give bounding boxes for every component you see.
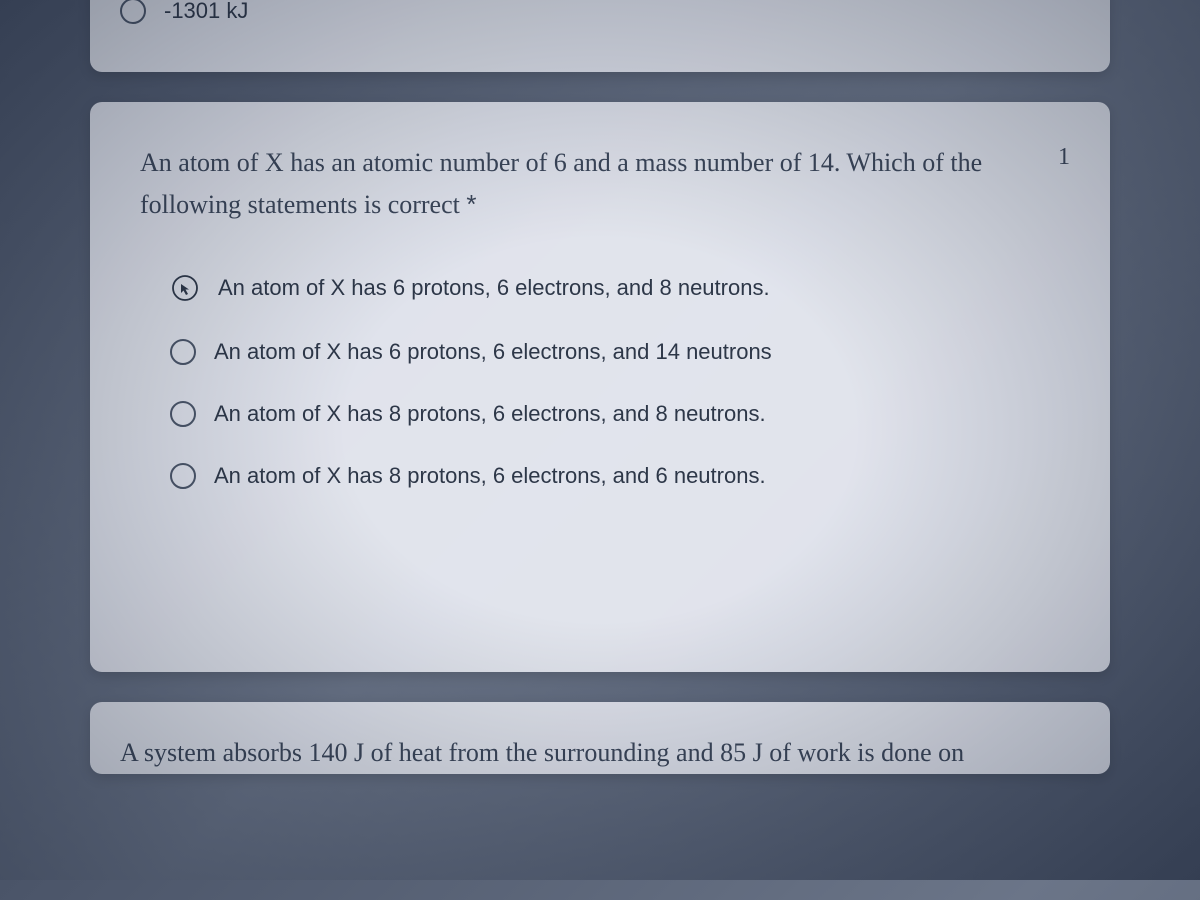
option-label: An atom of X has 8 protons, 6 electrons,… <box>214 401 766 427</box>
option-label: An atom of X has 6 protons, 6 electrons,… <box>214 339 772 365</box>
radio-circle-icon <box>170 339 196 365</box>
option-label: -1301 kJ <box>164 0 248 24</box>
next-question-text: A system absorbs 140 J of heat from the … <box>120 732 1080 774</box>
required-asterisk: * <box>466 189 476 219</box>
question-header: An atom of X has an atomic number of 6 a… <box>140 142 1070 255</box>
radio-option[interactable]: -1301 kJ <box>120 0 1080 42</box>
option-label: An atom of X has 6 protons, 6 electrons,… <box>218 275 770 301</box>
question-text: An atom of X has an atomic number of 6 a… <box>140 142 1038 225</box>
radio-option-4[interactable]: An atom of X has 8 protons, 6 electrons,… <box>140 445 1070 507</box>
cursor-pointer-icon <box>170 273 200 303</box>
next-question-card: A system absorbs 140 J of heat from the … <box>90 702 1110 774</box>
radio-option-2[interactable]: An atom of X has 6 protons, 6 electrons,… <box>140 321 1070 383</box>
radio-option-3[interactable]: An atom of X has 8 protons, 6 electrons,… <box>140 383 1070 445</box>
radio-circle-icon <box>170 463 196 489</box>
question-body: An atom of X has an atomic number of 6 a… <box>140 148 982 219</box>
radio-circle-icon <box>120 0 146 24</box>
question-card: An atom of X has an atomic number of 6 a… <box>90 102 1110 672</box>
radio-option-1[interactable]: An atom of X has 6 protons, 6 electrons,… <box>140 255 1070 321</box>
points-label: 1 <box>1058 144 1070 171</box>
previous-question-card: -1301 kJ <box>90 0 1110 72</box>
radio-circle-icon <box>170 401 196 427</box>
option-label: An atom of X has 8 protons, 6 electrons,… <box>214 463 766 489</box>
